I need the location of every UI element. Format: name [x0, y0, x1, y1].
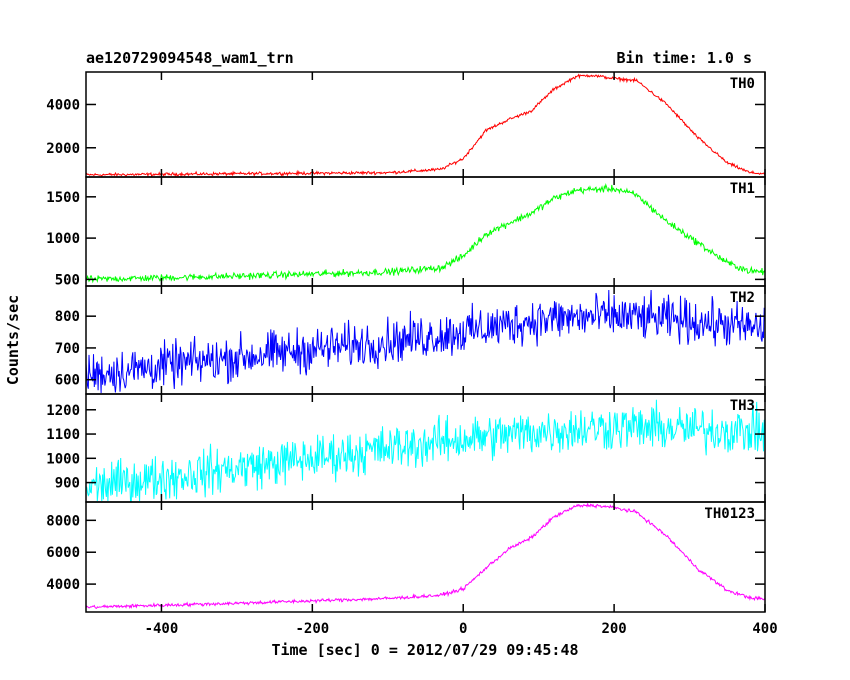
chart-title: ae120729094548_wam1_trn [86, 49, 294, 67]
y-tick-label: 1100 [46, 427, 80, 443]
y-tick-label: 500 [55, 272, 80, 288]
x-axis-label: Time [sec] 0 = 2012/07/29 09:45:48 [271, 641, 578, 659]
series-line-th2 [85, 289, 766, 394]
panel-th0: 2000 4000 TH0 [46, 71, 766, 178]
panel-label-th1: TH1 [730, 181, 755, 197]
y-axis-label: Counts/sec [4, 295, 22, 385]
panel-label-th2: TH2 [730, 290, 755, 306]
panel-th1: 500 1000 1500 TH1 [46, 176, 766, 288]
panel-th0123: 4000 6000 8000 TH0123 [46, 501, 766, 613]
x-tick-label: 0 [459, 621, 467, 637]
y-tick-label: 4000 [46, 577, 80, 593]
panel-frame [85, 71, 766, 178]
y-tick-label: 8000 [46, 513, 80, 529]
panel-frame [85, 285, 766, 395]
y-tick-label: 600 [55, 373, 80, 389]
bin-time-label: Bin time: 1.0 s [617, 49, 752, 67]
series-line-th1 [85, 182, 766, 284]
panel-frame [85, 501, 766, 613]
x-axis: -400 -200 0 200 400 [145, 621, 778, 637]
y-tick-label: 700 [55, 341, 80, 357]
y-tick-label: 1000 [46, 451, 80, 467]
x-tick-label: 200 [601, 621, 626, 637]
x-tick-label: -200 [295, 621, 329, 637]
panel-th3: 900 1000 1100 1200 TH3 [46, 393, 766, 503]
y-tick-label: 1200 [46, 403, 80, 419]
series-line-th0 [85, 73, 766, 178]
panel-th2: 600 700 800 TH2 [55, 285, 766, 395]
y-tick-label: 900 [55, 476, 80, 492]
series-line-th0123 [85, 502, 766, 609]
y-tick-label: 1500 [46, 190, 80, 206]
y-tick-label: 6000 [46, 545, 80, 561]
x-tick-label: -400 [145, 621, 179, 637]
x-tick-label: 400 [752, 621, 777, 637]
panels-group: 2000 4000 TH0 500 1000 1500 TH1 600 700 800 TH2 900… [46, 71, 766, 613]
panel-label-th0: TH0 [730, 76, 755, 92]
panel-label-th0123: TH0123 [704, 506, 755, 522]
y-tick-label: 800 [55, 309, 80, 325]
y-tick-label: 4000 [46, 97, 80, 113]
y-tick-label: 2000 [46, 141, 80, 157]
y-tick-label: 1000 [46, 231, 80, 247]
series-line-th3 [85, 399, 766, 502]
panel-label-th3: TH3 [730, 398, 755, 414]
